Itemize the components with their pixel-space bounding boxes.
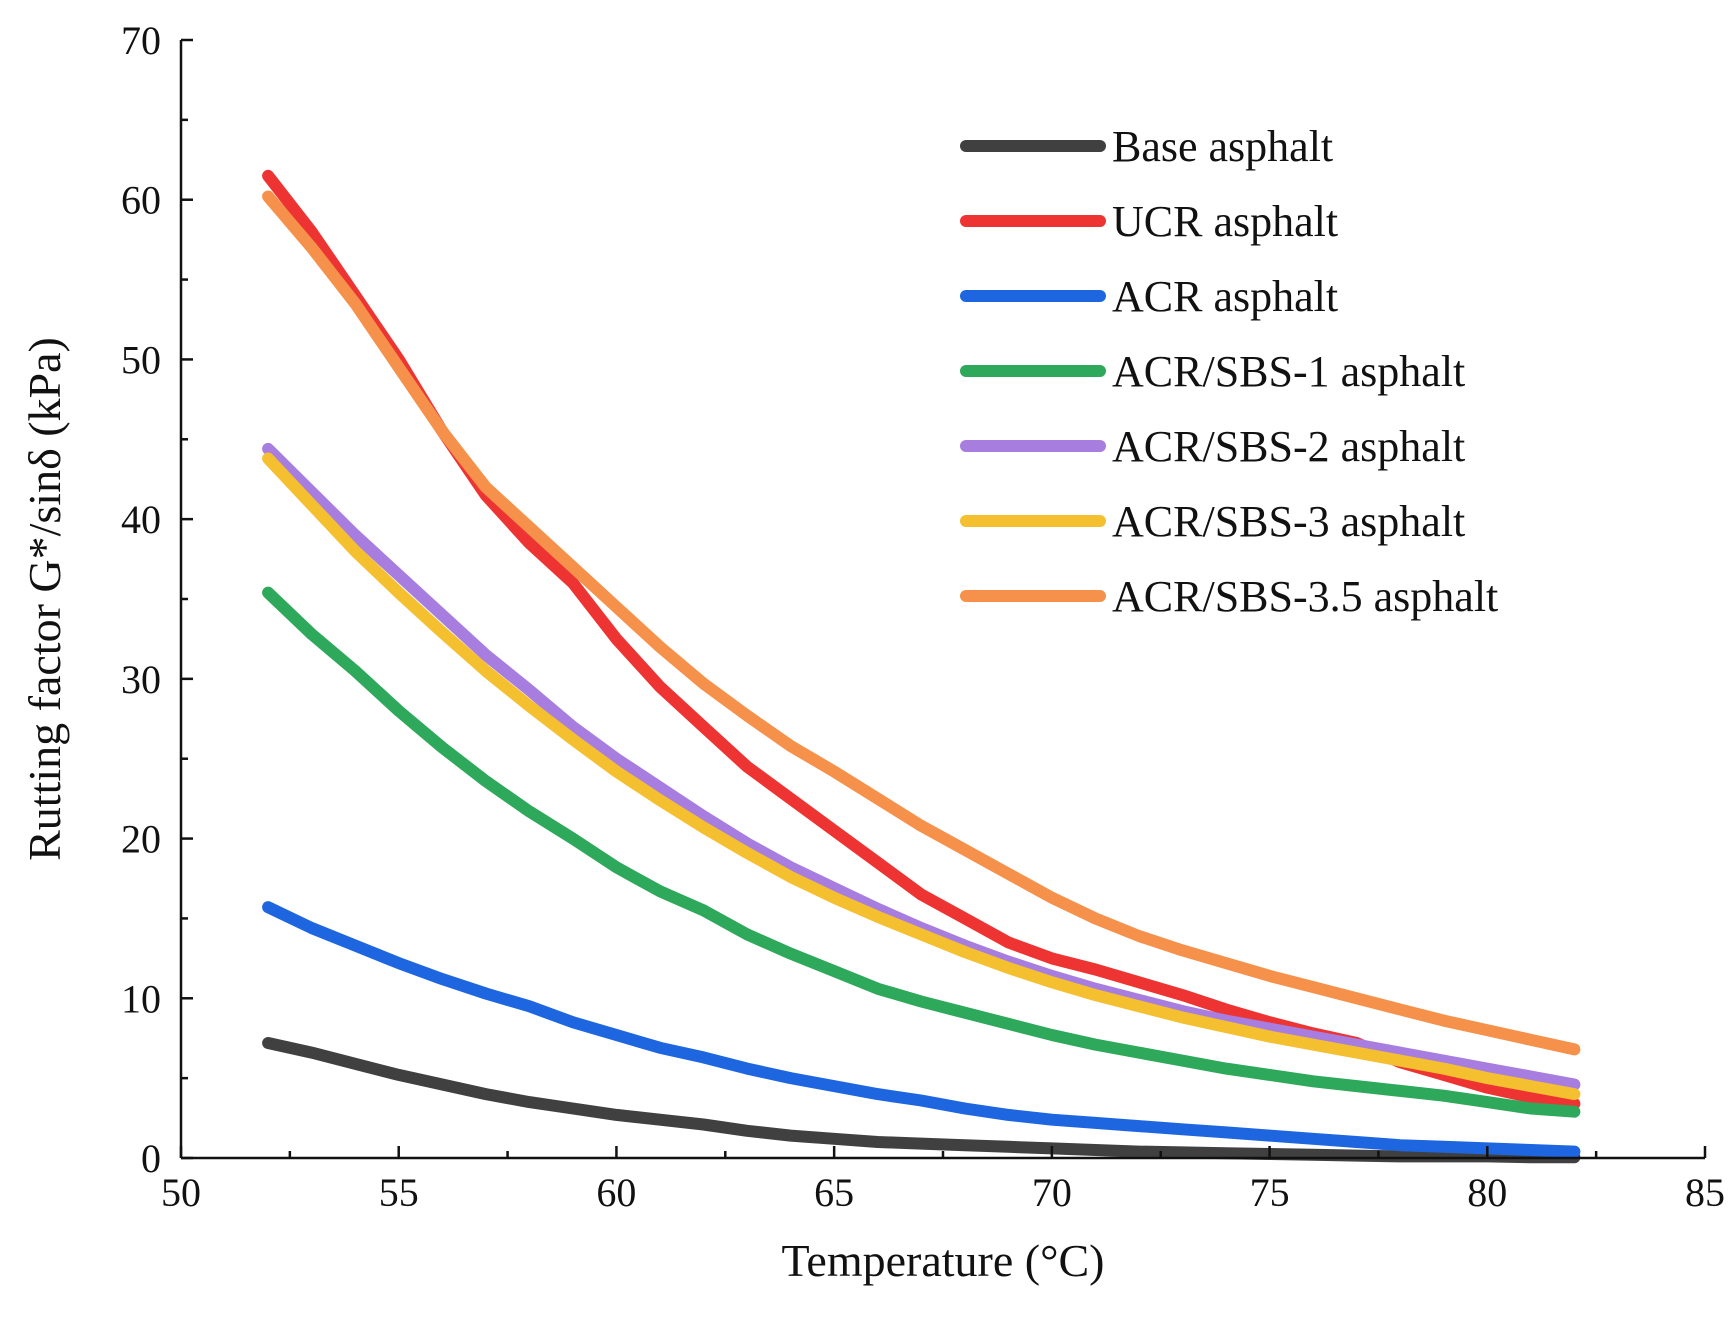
series-line-6 xyxy=(262,190,1581,1056)
series-line-3 xyxy=(262,586,1581,1118)
y-tick-label: 0 xyxy=(141,1136,161,1181)
x-tick-label: 70 xyxy=(1032,1170,1072,1215)
x-tick-label: 65 xyxy=(814,1170,854,1215)
y-tick-label: 20 xyxy=(121,817,161,862)
x-tick-label: 55 xyxy=(379,1170,419,1215)
y-axis-ticks: 0 10 20 30 40 50 60 70 xyxy=(121,18,193,1181)
y-tick-label: 60 xyxy=(121,178,161,223)
y-tick-label: 70 xyxy=(121,18,161,63)
series-line-2 xyxy=(262,901,1581,1158)
series-line-5 xyxy=(262,452,1581,1101)
y-tick-label: 50 xyxy=(121,337,161,382)
series-layer xyxy=(262,169,1581,1164)
x-tick-label: 85 xyxy=(1685,1170,1725,1215)
x-tick-label: 60 xyxy=(596,1170,636,1215)
y-axis-title: Rutting factor G*/sinδ (kPa) xyxy=(19,337,70,861)
legend-label: ACR/SBS-3 asphalt xyxy=(1112,497,1465,546)
x-tick-label: 50 xyxy=(161,1170,201,1215)
legend: Base asphalt UCR asphalt ACR asphalt ACR/SB… xyxy=(960,122,1498,621)
x-tick-label: 80 xyxy=(1467,1170,1507,1215)
y-tick-label: 30 xyxy=(121,657,161,702)
legend-label: Base asphalt xyxy=(1112,122,1333,171)
legend-label: ACR/SBS-2 asphalt xyxy=(1112,422,1465,471)
legend-label: ACR asphalt xyxy=(1112,272,1338,321)
legend-label: UCR asphalt xyxy=(1112,197,1338,246)
legend-label: ACR/SBS-1 asphalt xyxy=(1112,347,1465,396)
x-axis-title: Temperature (°C) xyxy=(782,1235,1105,1286)
x-axis-ticks: 50 55 60 65 70 75 80 85 xyxy=(161,1146,1725,1215)
legend-label: ACR/SBS-3.5 asphalt xyxy=(1112,572,1498,621)
y-tick-label: 10 xyxy=(121,976,161,1021)
series-line-0 xyxy=(262,1037,1581,1164)
x-tick-label: 75 xyxy=(1250,1170,1290,1215)
y-tick-label: 40 xyxy=(121,497,161,542)
